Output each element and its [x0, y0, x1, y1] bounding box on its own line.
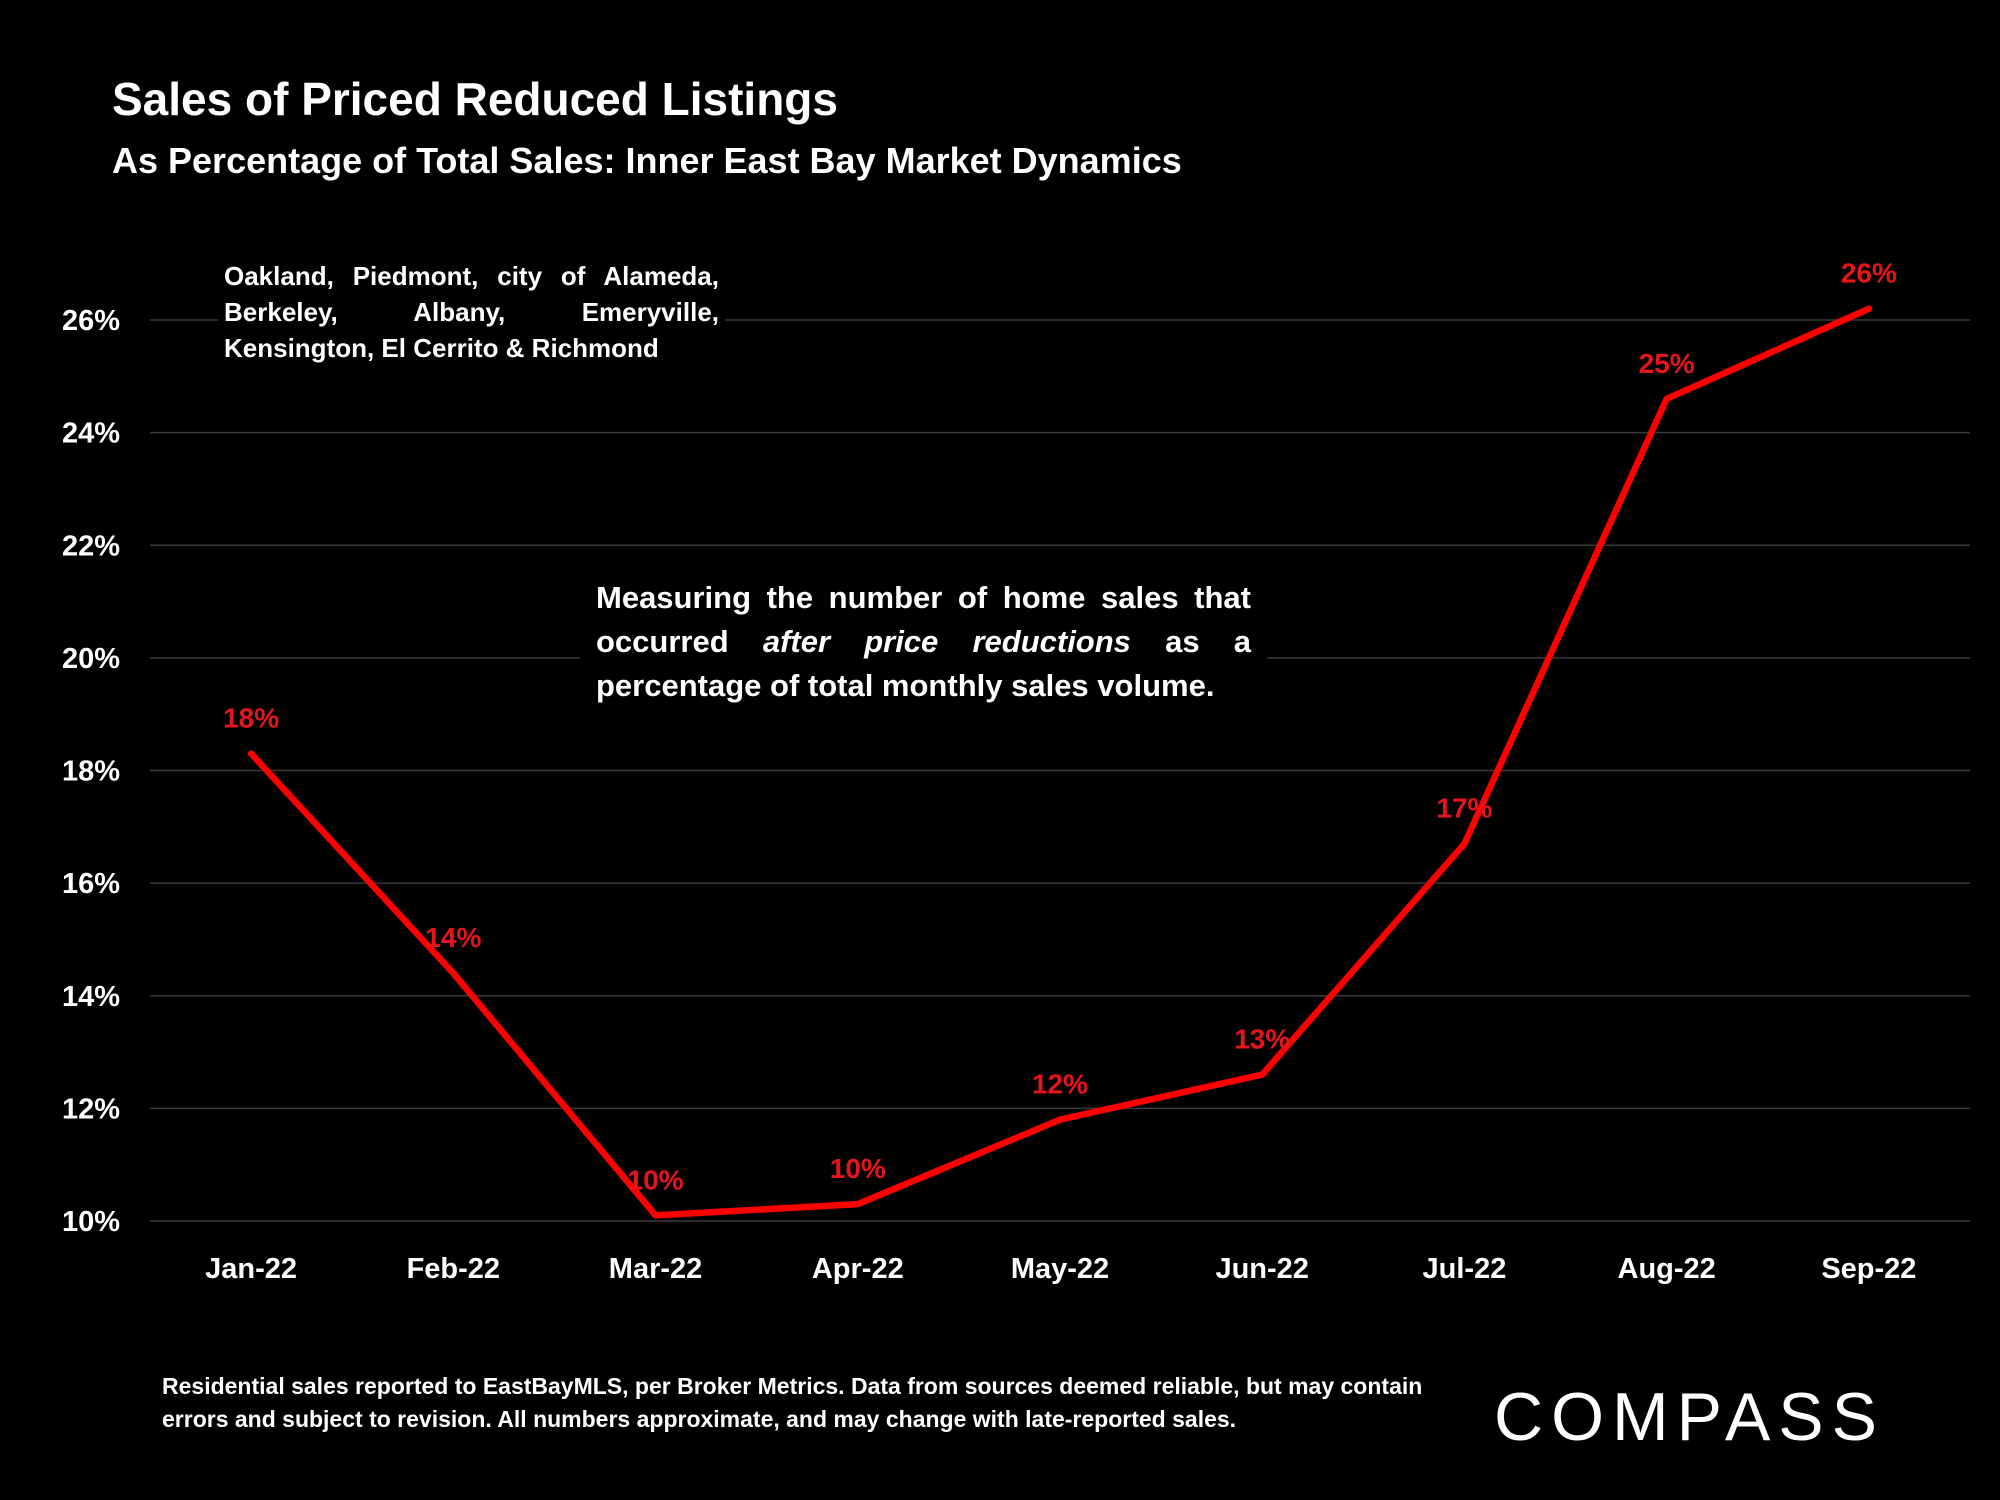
- y-tick-label: 12%: [62, 1093, 120, 1125]
- x-tick-label: Aug-22: [1618, 1253, 1716, 1285]
- y-tick-label: 14%: [62, 981, 120, 1013]
- measure-annotation: Measuring the number of home sales that …: [580, 574, 1267, 710]
- x-tick-label: Feb-22: [407, 1253, 500, 1285]
- grid-lines: [150, 319, 1970, 1222]
- x-tick-label: Apr-22: [812, 1253, 904, 1285]
- x-tick-label: Jan-22: [205, 1253, 297, 1285]
- measure-text-emphasis: after price reductions: [762, 624, 1131, 659]
- series-line: [247, 305, 1873, 1219]
- compass-logo: COMPASS: [1494, 1379, 1886, 1455]
- chart-title: Sales of Priced Reduced Listings: [112, 73, 838, 125]
- series-polyline: [247, 305, 1873, 1219]
- data-label: 26%: [1841, 258, 1897, 289]
- data-label: 14%: [425, 922, 481, 953]
- y-tick-label: 18%: [62, 756, 120, 788]
- y-tick-label: 20%: [62, 643, 120, 675]
- region-annotation: Oakland, Piedmont, city of Alameda, Berk…: [218, 254, 725, 370]
- y-tick-label: 10%: [62, 1206, 120, 1238]
- y-tick-label: 22%: [62, 530, 120, 562]
- x-axis: Jan-22 Feb-22 Mar-22 Apr-22 May-22 Jun-22 Jul-…: [205, 1253, 1916, 1285]
- measure-text-end: as a percentage of total monthly sales v…: [596, 624, 1251, 703]
- y-tick-label: 24%: [62, 418, 120, 450]
- source-footnote: Residential sales reported to EastBayMLS…: [162, 1373, 1423, 1432]
- measure-text-start: Measuring the number of home sales that …: [596, 580, 1251, 659]
- y-axis: 10% 12% 14% 16% 18% 20% 22% 24% 26%: [62, 305, 120, 1238]
- data-label: 18%: [223, 703, 279, 734]
- x-tick-label: Sep-22: [1821, 1253, 1916, 1285]
- x-tick-label: Jun-22: [1215, 1253, 1308, 1285]
- data-label: 12%: [1032, 1069, 1088, 1100]
- chart-subtitle: As Percentage of Total Sales: Inner East…: [112, 140, 1182, 181]
- x-tick-label: Jul-22: [1423, 1253, 1507, 1285]
- y-tick-label: 26%: [62, 305, 120, 337]
- y-tick-label: 16%: [62, 868, 120, 900]
- data-labels: 18% 14% 10% 10% 12% 13% 17% 25% 26%: [223, 258, 1897, 1196]
- data-label: 17%: [1436, 793, 1492, 824]
- data-label: 10%: [830, 1153, 886, 1184]
- x-tick-label: Mar-22: [609, 1253, 703, 1285]
- data-label: 13%: [1234, 1024, 1290, 1055]
- x-tick-label: May-22: [1011, 1253, 1109, 1285]
- data-label: 25%: [1639, 348, 1695, 379]
- line-chart: 10% 12% 14% 16% 18% 20% 22% 24% 26% Jan-22 Feb-22…: [62, 258, 1970, 1285]
- data-label: 10%: [628, 1164, 684, 1195]
